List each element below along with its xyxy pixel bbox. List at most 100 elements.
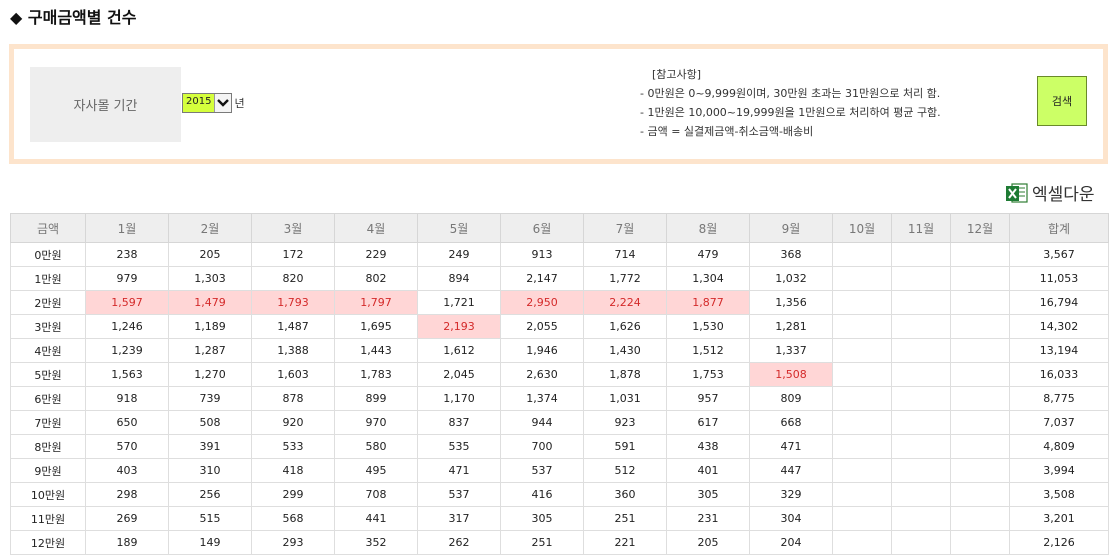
table-cell: 205	[168, 242, 252, 267]
table-row: 0만원 238 205 172 229 249 913 714 479 368 3,567	[10, 242, 1109, 267]
table-cell: 1,270	[168, 362, 252, 387]
table-cell: 329	[749, 482, 833, 507]
excel-download-label: 엑셀다운	[1032, 185, 1095, 205]
table-cell: 802	[334, 266, 418, 291]
table-cell: 205	[666, 530, 750, 555]
table-cell: 508	[168, 410, 252, 435]
table-cell: 568	[251, 506, 335, 531]
table-cell: 899	[334, 386, 418, 411]
table-cell: 1,721	[417, 290, 501, 315]
table-cell: 1,512	[666, 338, 750, 363]
period-label: 자사몰 기간	[30, 67, 181, 142]
table-cell: 979	[85, 266, 169, 291]
table-cell: 970	[334, 410, 418, 435]
table-cell: 2,045	[417, 362, 501, 387]
table-cell	[891, 530, 951, 555]
table-cell: 1,239	[85, 338, 169, 363]
table-cell	[950, 362, 1010, 387]
table-row: 10만원 298 256 299 708 537 416 360 305 329 3,508	[10, 482, 1109, 507]
column-header: 금액	[10, 213, 86, 243]
column-header: 7월	[583, 213, 667, 243]
table-cell: 944	[500, 410, 584, 435]
table-cell: 1,189	[168, 314, 252, 339]
table-cell: 471	[417, 458, 501, 483]
table-cell: 1,443	[334, 338, 418, 363]
year-filter: 2015 년	[182, 93, 245, 113]
table-cell: 305	[666, 482, 750, 507]
table-cell: 708	[334, 482, 418, 507]
table-cell: 438	[666, 434, 750, 459]
table-cell: 251	[500, 530, 584, 555]
notes-title: [참고사항]	[652, 68, 702, 81]
table-cell: 820	[251, 266, 335, 291]
search-button[interactable]: 검색	[1037, 76, 1087, 126]
table-cell	[891, 314, 951, 339]
table-cell: 1,304	[666, 266, 750, 291]
row-label: 0만원	[10, 242, 86, 267]
table-cell	[891, 458, 951, 483]
table-cell: 2,224	[583, 290, 667, 315]
table-cell: 1,479	[168, 290, 252, 315]
excel-icon	[1005, 181, 1029, 205]
row-label: 6만원	[10, 386, 86, 411]
table-cell: 8,775	[1009, 386, 1109, 411]
table-cell	[832, 458, 892, 483]
stats-table: 금액 1월 2월 3월 4월 5월 6월 7월 8월 9월 10월 11월 12월 합계 0만원 238 20…	[10, 213, 1109, 555]
table-cell: 918	[85, 386, 169, 411]
table-cell: 1,388	[251, 338, 335, 363]
table-cell: 515	[168, 506, 252, 531]
row-label: 7만원	[10, 410, 86, 435]
column-header: 3월	[251, 213, 335, 243]
table-cell	[891, 482, 951, 507]
column-header: 8월	[666, 213, 750, 243]
table-cell: 923	[583, 410, 667, 435]
table-cell: 650	[85, 410, 169, 435]
table-row: 12만원 189 149 293 352 262 251 221 205 204 2,126	[10, 530, 1109, 555]
table-cell: 1,246	[85, 314, 169, 339]
table-cell	[950, 506, 1010, 531]
row-label: 4만원	[10, 338, 86, 363]
table-cell: 2,147	[500, 266, 584, 291]
table-cell	[950, 482, 1010, 507]
table-cell: 231	[666, 506, 750, 531]
table-cell: 3,508	[1009, 482, 1109, 507]
chevron-down-icon[interactable]	[214, 94, 232, 112]
table-cell: 2,055	[500, 314, 584, 339]
table-row: 9만원 403 310 418 495 471 537 512 401 447 3,994	[10, 458, 1109, 483]
table-cell: 533	[251, 434, 335, 459]
table-cell: 570	[85, 434, 169, 459]
table-cell: 298	[85, 482, 169, 507]
year-unit: 년	[234, 97, 245, 110]
table-cell: 189	[85, 530, 169, 555]
table-cell: 1,281	[749, 314, 833, 339]
table-cell: 878	[251, 386, 335, 411]
table-cell: 229	[334, 242, 418, 267]
column-header: 2월	[168, 213, 252, 243]
table-cell: 238	[85, 242, 169, 267]
table-cell: 1,508	[749, 362, 833, 387]
table-row: 6만원 918 739 878 899 1,170 1,374 1,031 957 809 8,77…	[10, 386, 1109, 411]
excel-download-button[interactable]: 엑셀다운	[1005, 180, 1095, 205]
row-label: 9만원	[10, 458, 86, 483]
table-cell: 3,994	[1009, 458, 1109, 483]
table-cell: 580	[334, 434, 418, 459]
year-select[interactable]: 2015	[182, 93, 233, 113]
table-cell: 1,793	[251, 290, 335, 315]
table-cell: 1,430	[583, 338, 667, 363]
table-cell: 668	[749, 410, 833, 435]
table-cell: 1,878	[583, 362, 667, 387]
table-cell: 1,303	[168, 266, 252, 291]
table-cell	[832, 386, 892, 411]
column-header: 6월	[500, 213, 584, 243]
table-cell: 1,374	[500, 386, 584, 411]
table-cell: 251	[583, 506, 667, 531]
table-cell: 2,950	[500, 290, 584, 315]
table-row: 11만원 269 515 568 441 317 305 251 231 304 3,201	[10, 506, 1109, 531]
table-cell: 1,032	[749, 266, 833, 291]
table-cell	[832, 362, 892, 387]
table-cell	[891, 506, 951, 531]
table-cell: 293	[251, 530, 335, 555]
column-header: 1월	[85, 213, 169, 243]
table-cell: 221	[583, 530, 667, 555]
table-cell	[950, 530, 1010, 555]
